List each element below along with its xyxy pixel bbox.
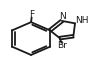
Text: NH: NH (75, 16, 89, 25)
Text: F: F (30, 10, 35, 19)
Text: Br: Br (57, 41, 67, 50)
Text: N: N (59, 12, 66, 21)
